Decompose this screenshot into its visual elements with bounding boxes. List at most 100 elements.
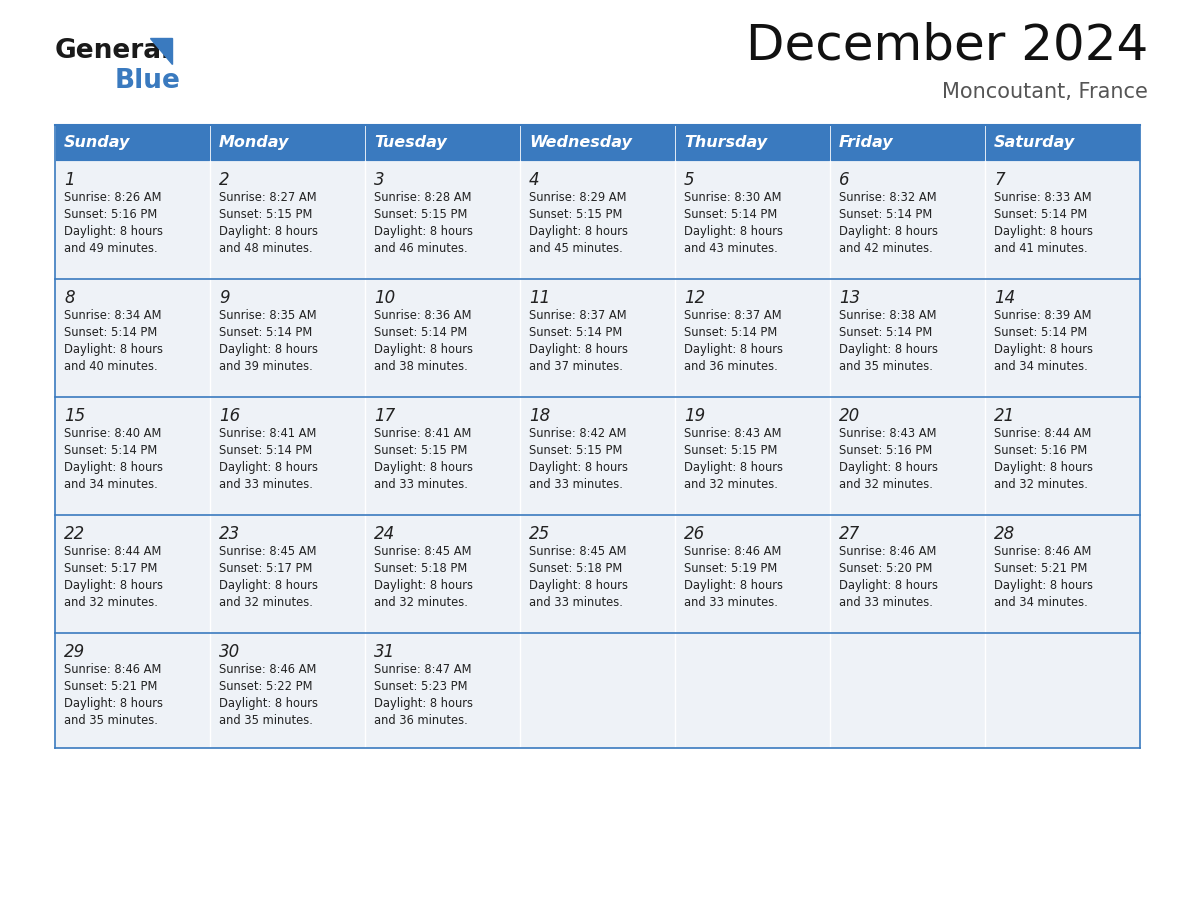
Text: 3: 3 — [374, 171, 385, 189]
Text: Sunset: 5:14 PM: Sunset: 5:14 PM — [994, 208, 1087, 221]
Bar — [520, 515, 675, 633]
Text: Sunset: 5:14 PM: Sunset: 5:14 PM — [839, 208, 933, 221]
Bar — [210, 633, 365, 748]
Text: 20: 20 — [839, 407, 860, 425]
Text: Sunrise: 8:46 AM: Sunrise: 8:46 AM — [839, 545, 936, 558]
Text: Thursday: Thursday — [684, 136, 767, 151]
Text: and 35 minutes.: and 35 minutes. — [219, 714, 312, 727]
Text: Daylight: 8 hours: Daylight: 8 hours — [529, 225, 628, 238]
Text: Daylight: 8 hours: Daylight: 8 hours — [64, 225, 163, 238]
Text: Daylight: 8 hours: Daylight: 8 hours — [219, 579, 318, 592]
Bar — [210, 161, 365, 279]
Text: Sunset: 5:14 PM: Sunset: 5:14 PM — [64, 444, 157, 457]
Text: 5: 5 — [684, 171, 695, 189]
Bar — [55, 397, 210, 515]
Bar — [985, 515, 1140, 633]
Text: and 33 minutes.: and 33 minutes. — [684, 596, 778, 609]
Text: Daylight: 8 hours: Daylight: 8 hours — [839, 461, 939, 474]
Text: and 34 minutes.: and 34 minutes. — [64, 478, 158, 491]
Text: and 33 minutes.: and 33 minutes. — [529, 596, 623, 609]
Text: Daylight: 8 hours: Daylight: 8 hours — [839, 579, 939, 592]
Text: and 32 minutes.: and 32 minutes. — [64, 596, 158, 609]
Text: and 34 minutes.: and 34 minutes. — [994, 596, 1088, 609]
Text: Sunrise: 8:45 AM: Sunrise: 8:45 AM — [374, 545, 472, 558]
Text: Sunset: 5:16 PM: Sunset: 5:16 PM — [994, 444, 1087, 457]
Text: Daylight: 8 hours: Daylight: 8 hours — [684, 461, 783, 474]
Text: Sunset: 5:23 PM: Sunset: 5:23 PM — [374, 680, 468, 693]
Text: 17: 17 — [374, 407, 396, 425]
Text: Daylight: 8 hours: Daylight: 8 hours — [994, 225, 1093, 238]
Text: 7: 7 — [994, 171, 1005, 189]
Text: and 33 minutes.: and 33 minutes. — [219, 478, 312, 491]
Text: Sunrise: 8:43 AM: Sunrise: 8:43 AM — [839, 427, 936, 440]
Text: Sunset: 5:17 PM: Sunset: 5:17 PM — [64, 562, 157, 575]
Text: and 39 minutes.: and 39 minutes. — [219, 360, 312, 373]
Bar — [365, 279, 520, 397]
Text: Sunrise: 8:35 AM: Sunrise: 8:35 AM — [219, 309, 317, 322]
Text: Sunset: 5:14 PM: Sunset: 5:14 PM — [219, 326, 312, 339]
Text: Sunset: 5:14 PM: Sunset: 5:14 PM — [994, 326, 1087, 339]
Bar — [675, 125, 830, 161]
Text: Sunrise: 8:29 AM: Sunrise: 8:29 AM — [529, 191, 626, 204]
Text: Daylight: 8 hours: Daylight: 8 hours — [219, 225, 318, 238]
Text: 30: 30 — [219, 643, 240, 661]
Bar — [830, 161, 985, 279]
Text: 9: 9 — [219, 289, 229, 307]
Bar — [830, 279, 985, 397]
Text: Sunrise: 8:37 AM: Sunrise: 8:37 AM — [684, 309, 782, 322]
Bar — [830, 633, 985, 748]
Bar — [55, 125, 210, 161]
Text: Sunrise: 8:26 AM: Sunrise: 8:26 AM — [64, 191, 162, 204]
Bar — [365, 397, 520, 515]
Bar — [675, 279, 830, 397]
Text: Daylight: 8 hours: Daylight: 8 hours — [219, 343, 318, 356]
Text: Sunset: 5:14 PM: Sunset: 5:14 PM — [64, 326, 157, 339]
Bar — [210, 125, 365, 161]
Text: Daylight: 8 hours: Daylight: 8 hours — [994, 461, 1093, 474]
Text: Sunset: 5:14 PM: Sunset: 5:14 PM — [839, 326, 933, 339]
Bar — [985, 125, 1140, 161]
Text: and 41 minutes.: and 41 minutes. — [994, 242, 1088, 255]
Bar — [985, 397, 1140, 515]
Text: Sunset: 5:14 PM: Sunset: 5:14 PM — [684, 208, 777, 221]
Text: Sunset: 5:15 PM: Sunset: 5:15 PM — [529, 208, 623, 221]
Text: 6: 6 — [839, 171, 849, 189]
Text: Sunset: 5:18 PM: Sunset: 5:18 PM — [529, 562, 623, 575]
Text: Sunset: 5:16 PM: Sunset: 5:16 PM — [839, 444, 933, 457]
Text: 26: 26 — [684, 525, 706, 543]
Bar — [675, 633, 830, 748]
Text: 11: 11 — [529, 289, 550, 307]
Text: Daylight: 8 hours: Daylight: 8 hours — [529, 579, 628, 592]
Text: Monday: Monday — [219, 136, 290, 151]
Text: Daylight: 8 hours: Daylight: 8 hours — [374, 343, 473, 356]
Text: Sunrise: 8:46 AM: Sunrise: 8:46 AM — [219, 663, 316, 676]
Text: Sunset: 5:15 PM: Sunset: 5:15 PM — [374, 444, 467, 457]
Text: and 40 minutes.: and 40 minutes. — [64, 360, 158, 373]
Text: and 32 minutes.: and 32 minutes. — [994, 478, 1088, 491]
Text: 25: 25 — [529, 525, 550, 543]
Text: Daylight: 8 hours: Daylight: 8 hours — [839, 225, 939, 238]
Text: and 46 minutes.: and 46 minutes. — [374, 242, 468, 255]
Text: Sunset: 5:21 PM: Sunset: 5:21 PM — [64, 680, 157, 693]
Text: Sunrise: 8:27 AM: Sunrise: 8:27 AM — [219, 191, 317, 204]
Text: and 35 minutes.: and 35 minutes. — [64, 714, 158, 727]
Text: Sunrise: 8:47 AM: Sunrise: 8:47 AM — [374, 663, 472, 676]
Text: 22: 22 — [64, 525, 86, 543]
Bar — [210, 397, 365, 515]
Bar — [55, 279, 210, 397]
Text: 18: 18 — [529, 407, 550, 425]
Text: Daylight: 8 hours: Daylight: 8 hours — [64, 343, 163, 356]
Text: Sunset: 5:18 PM: Sunset: 5:18 PM — [374, 562, 467, 575]
Text: 31: 31 — [374, 643, 396, 661]
Bar — [365, 515, 520, 633]
Text: Sunrise: 8:38 AM: Sunrise: 8:38 AM — [839, 309, 936, 322]
Text: 12: 12 — [684, 289, 706, 307]
Text: Daylight: 8 hours: Daylight: 8 hours — [994, 579, 1093, 592]
Text: General: General — [55, 38, 171, 64]
Text: and 32 minutes.: and 32 minutes. — [219, 596, 312, 609]
Text: 23: 23 — [219, 525, 240, 543]
Text: 8: 8 — [64, 289, 75, 307]
Text: Saturday: Saturday — [994, 136, 1075, 151]
Text: Sunset: 5:20 PM: Sunset: 5:20 PM — [839, 562, 933, 575]
Text: Daylight: 8 hours: Daylight: 8 hours — [529, 461, 628, 474]
